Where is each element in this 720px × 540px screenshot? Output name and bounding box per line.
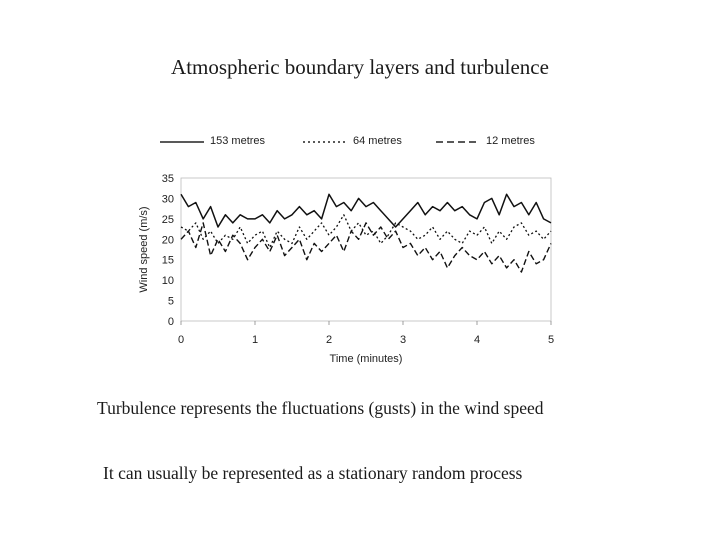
x-axis-label: Time (minutes) bbox=[330, 353, 403, 365]
y-axis-label: Wind speed (m/s) bbox=[138, 206, 150, 292]
legend-label-64m: 64 metres bbox=[353, 135, 402, 147]
x-tick-label: 5 bbox=[548, 334, 554, 346]
x-tick-label: 4 bbox=[474, 334, 480, 346]
wind-speed-chart: 0 5 10 15 20 25 30 35 0 1 2 3 4 5 Time (minutes) Wind s… bbox=[138, 173, 554, 365]
y-tick-label: 5 bbox=[168, 296, 174, 308]
caption-stationary-process: It can usually be represented as a stati… bbox=[103, 463, 523, 483]
legend-line-solid bbox=[160, 141, 204, 143]
legend-line-dashed bbox=[436, 141, 480, 143]
plot-area bbox=[180, 177, 552, 322]
series-line-12-metres bbox=[180, 222, 552, 273]
slide-title: Atmospheric boundary layers and turbulen… bbox=[171, 55, 549, 79]
series-line-153-metres bbox=[180, 193, 552, 228]
series-line-64-metres bbox=[180, 214, 552, 249]
x-tick-label: 0 bbox=[178, 334, 184, 346]
y-tick-label: 10 bbox=[162, 275, 174, 287]
y-tick-label: 30 bbox=[162, 193, 174, 205]
x-tick-label: 2 bbox=[326, 334, 332, 346]
y-tick-label: 35 bbox=[162, 173, 174, 185]
y-tick-label: 25 bbox=[162, 214, 174, 226]
x-tick-label: 3 bbox=[400, 334, 406, 346]
legend-label-12m: 12 metres bbox=[486, 135, 535, 147]
y-tick-label: 20 bbox=[162, 234, 174, 246]
legend-label-153m: 153 metres bbox=[210, 135, 266, 147]
chart-legend: 153 metres 64 metres 12 metres bbox=[160, 133, 560, 153]
caption-turbulence-definition: Turbulence represents the fluctuations (… bbox=[97, 398, 544, 418]
y-tick-label: 15 bbox=[162, 255, 174, 267]
legend-line-dotted bbox=[303, 141, 347, 143]
x-tick-label: 1 bbox=[252, 334, 258, 346]
y-tick-label: 0 bbox=[168, 316, 174, 328]
